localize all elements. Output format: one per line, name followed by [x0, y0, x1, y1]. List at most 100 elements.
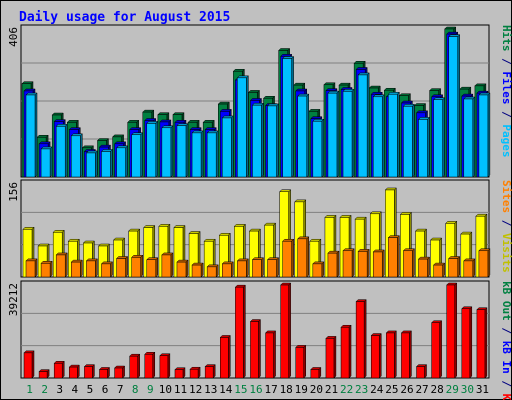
bar-sites-19 [297, 236, 310, 278]
side-label-part: Files [500, 71, 512, 104]
bar-pages-19 [297, 93, 310, 178]
side-label-part: / [500, 213, 512, 233]
bar-kb-f-4 [68, 364, 80, 379]
bar-sites-13 [206, 264, 219, 278]
bar-visits-22 [339, 214, 352, 278]
bar-sites-28 [433, 262, 446, 278]
x-tick-label: 18 [280, 383, 293, 396]
bar-sites-4 [70, 259, 83, 278]
bar-kb-f-23 [355, 299, 367, 379]
x-tick-label: 8 [132, 383, 139, 396]
bar-sites-10 [161, 252, 174, 278]
bar-kb-f-2 [38, 368, 50, 379]
bar-sites-22 [342, 248, 355, 278]
bar-pages-23 [357, 72, 370, 178]
panel-bottom: 39212 kB Out / kB In / KB F [7, 280, 512, 400]
bar-sites-9 [146, 257, 159, 278]
x-tick-label: 7 [117, 383, 124, 396]
bar-pages-28 [433, 97, 446, 178]
x-tick-label: 1 [26, 383, 33, 396]
bar-pages-15 [236, 75, 249, 178]
bar-kb-f-26 [400, 330, 413, 379]
y-max-label-bottom: 39212 [7, 283, 20, 316]
side-label-part: kB In [500, 341, 512, 374]
bar-pages-6 [100, 148, 114, 178]
bar-kb-f-24 [370, 332, 382, 379]
x-tick-label: 28 [431, 383, 444, 396]
bar-sites-25 [387, 235, 400, 278]
bar-pages-17 [266, 103, 280, 178]
bar-sites-15 [236, 258, 249, 278]
bar-sites-11 [176, 259, 189, 278]
x-tick-label: 19 [295, 383, 308, 396]
x-tick-label: 29 [446, 383, 459, 396]
bar-kb-f-6 [98, 366, 111, 379]
x-tick-label: 10 [159, 383, 172, 396]
bar-pages-10 [161, 125, 174, 178]
bar-kb-f-22 [340, 324, 352, 379]
bar-pages-31 [478, 92, 491, 178]
bar-pages-30 [463, 96, 476, 178]
side-label-part: / [500, 105, 512, 125]
bar-kb-f-18 [280, 282, 292, 379]
bar-kb-f-7 [113, 365, 126, 379]
x-tick-label: 25 [385, 383, 398, 396]
series-pages [25, 34, 491, 178]
bar-kb-f-12 [189, 366, 201, 379]
bar-pages-27 [417, 116, 431, 178]
x-tick-label: 21 [325, 383, 338, 396]
bar-kb-f-30 [461, 306, 473, 379]
x-tick-label: 31 [476, 383, 489, 396]
bar-sites-23 [357, 248, 370, 278]
x-tick-label: 14 [219, 383, 233, 396]
bar-kb-f-9 [144, 351, 156, 379]
bar-sites-31 [478, 248, 491, 278]
x-tick-label: 23 [355, 383, 368, 396]
bar-pages-9 [146, 120, 159, 178]
bar-kb-f-15 [234, 284, 246, 379]
bar-sites-27 [417, 256, 431, 278]
bar-sites-18 [282, 238, 295, 278]
bar-pages-18 [282, 55, 295, 178]
bar-kb-f-8 [129, 353, 141, 379]
side-label-middle: Sites / Visits [500, 180, 512, 273]
bar-kb-f-21 [325, 335, 337, 379]
x-tick-label: 5 [87, 383, 94, 396]
x-tick-label: 30 [461, 383, 474, 396]
x-tick-label: 4 [72, 383, 79, 396]
bar-sites-8 [131, 254, 144, 278]
bar-kb-f-10 [159, 353, 171, 379]
bar-pages-14 [221, 115, 234, 178]
bar-pages-21 [327, 90, 340, 178]
x-tick-label: 26 [400, 383, 413, 396]
x-tick-label: 3 [56, 383, 63, 396]
side-label-bottom: kB Out / kB In / KB F [500, 281, 512, 400]
side-label-part: KB F [500, 394, 512, 400]
bar-sites-21 [327, 250, 340, 278]
x-axis-labels: 1 2 3 4 5 6 7 8 9 10 11 12 13 14 15 16 17 18 19 20 21 22 23 24 2… [26, 383, 489, 396]
side-label-part: / [500, 52, 512, 72]
bar-kb-f-3 [53, 360, 65, 379]
side-label-part: Sites [500, 180, 512, 213]
x-tick-label: 6 [102, 383, 109, 396]
side-label-part: / [500, 374, 512, 394]
bar-kb-f-28 [431, 320, 443, 379]
side-label-part: Pages [500, 124, 512, 157]
panel-middle: 156 Sites / Visits [7, 179, 512, 278]
bar-kb-f-31 [476, 307, 488, 379]
bar-pages-2 [40, 146, 53, 178]
bar-kb-f-14 [219, 334, 231, 379]
bar-pages-8 [131, 132, 144, 178]
bar-pages-26 [402, 103, 416, 178]
bar-pages-5 [85, 150, 98, 178]
side-label-part: Visits [500, 233, 512, 273]
bar-pages-25 [387, 91, 400, 178]
x-tick-label: 24 [370, 383, 384, 396]
x-tick-label: 13 [204, 383, 217, 396]
bar-sites-26 [402, 248, 416, 278]
bar-sites-3 [55, 252, 68, 278]
bar-sites-17 [266, 257, 280, 278]
x-tick-label: 17 [264, 383, 277, 396]
x-tick-label: 2 [41, 383, 48, 396]
